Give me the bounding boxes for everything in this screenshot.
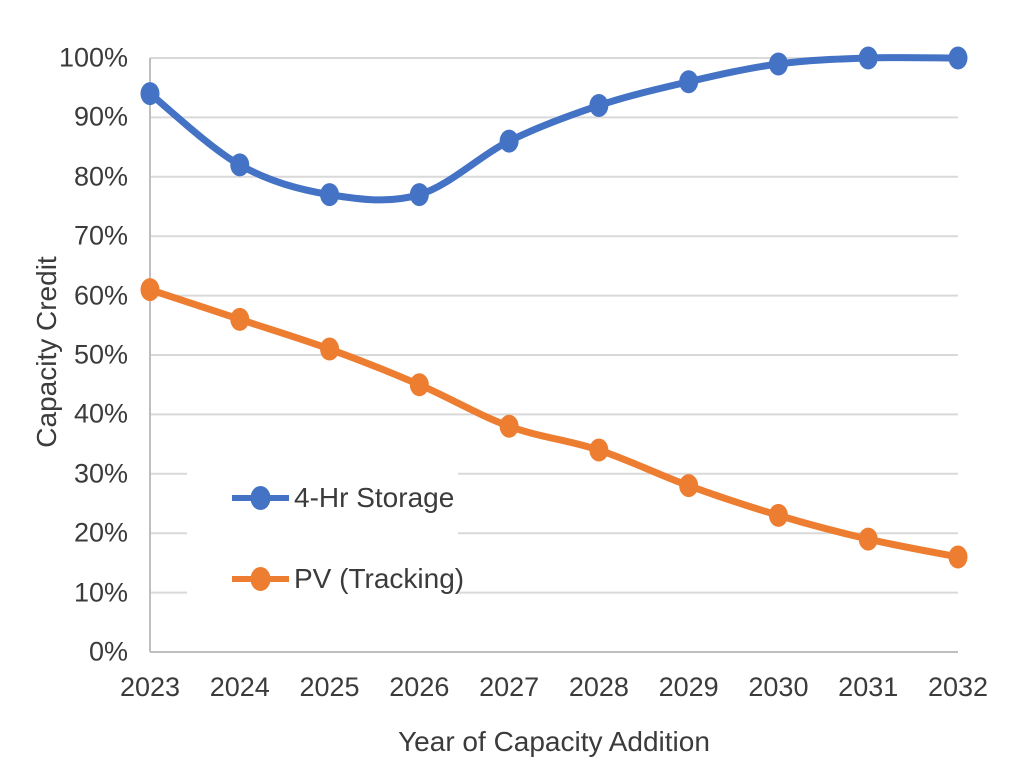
y-tick-label: 40% — [73, 398, 128, 429]
legend-label-pv: PV (Tracking) — [294, 563, 465, 594]
data-point-marker — [858, 46, 878, 70]
y-tick-label: 10% — [73, 577, 128, 608]
data-point-marker — [499, 414, 519, 438]
x-tick-label: 2030 — [748, 672, 809, 702]
x-tick-label: 2027 — [479, 672, 540, 702]
storage-series-marker-icon — [232, 486, 289, 510]
y-tick-label: 90% — [73, 101, 128, 132]
y-tick-label: 30% — [73, 458, 128, 489]
y-tick-label: 0% — [88, 636, 128, 667]
x-axis-title: Year of Capacity Addition — [398, 726, 710, 757]
data-point-marker — [589, 94, 609, 118]
data-point-marker — [499, 129, 519, 153]
series-line-0 — [146, 54, 962, 204]
legend: 4-Hr Storage PV (Tracking) — [187, 464, 464, 601]
x-tick-label: 2024 — [209, 672, 270, 702]
data-point-marker — [858, 527, 878, 551]
data-point-marker — [768, 503, 788, 527]
data-point-marker — [589, 438, 609, 462]
data-point-marker — [320, 337, 340, 361]
y-tick-label: 70% — [73, 220, 128, 251]
data-point-marker — [320, 183, 340, 207]
data-point-marker — [140, 82, 160, 106]
legend-label-storage: 4-Hr Storage — [294, 482, 455, 513]
y-tick-label: 20% — [73, 517, 128, 548]
x-tick-label: 2032 — [927, 672, 989, 702]
x-tick-label: 2028 — [568, 672, 629, 702]
y-tick-label: 60% — [73, 280, 128, 311]
data-point-marker — [230, 307, 250, 331]
data-point-marker — [409, 183, 429, 207]
data-point-marker — [679, 474, 699, 498]
legend-item-pv: PV (Tracking) — [187, 557, 464, 601]
data-point-marker — [948, 46, 968, 70]
x-tick-label: 2029 — [658, 672, 719, 702]
x-tick-label: 2025 — [299, 672, 360, 702]
y-tick-label: 100% — [58, 42, 128, 73]
y-tick-label: 50% — [73, 339, 128, 370]
data-point-marker — [948, 545, 968, 569]
pv-series-marker-icon — [232, 567, 289, 591]
series-line-1 — [146, 286, 962, 561]
data-point-marker — [140, 278, 160, 302]
data-point-marker — [768, 52, 788, 76]
data-point-marker — [409, 373, 429, 397]
x-tick-label: 2023 — [119, 672, 181, 702]
data-point-marker — [230, 153, 250, 177]
x-tick-label: 2026 — [389, 672, 450, 702]
data-point-marker — [679, 70, 699, 94]
y-tick-label: 80% — [73, 161, 128, 192]
legend-item-storage: 4-Hr Storage — [187, 476, 458, 520]
x-tick-label: 2031 — [838, 672, 899, 702]
y-axis-title: Capacity Credit — [31, 256, 62, 448]
